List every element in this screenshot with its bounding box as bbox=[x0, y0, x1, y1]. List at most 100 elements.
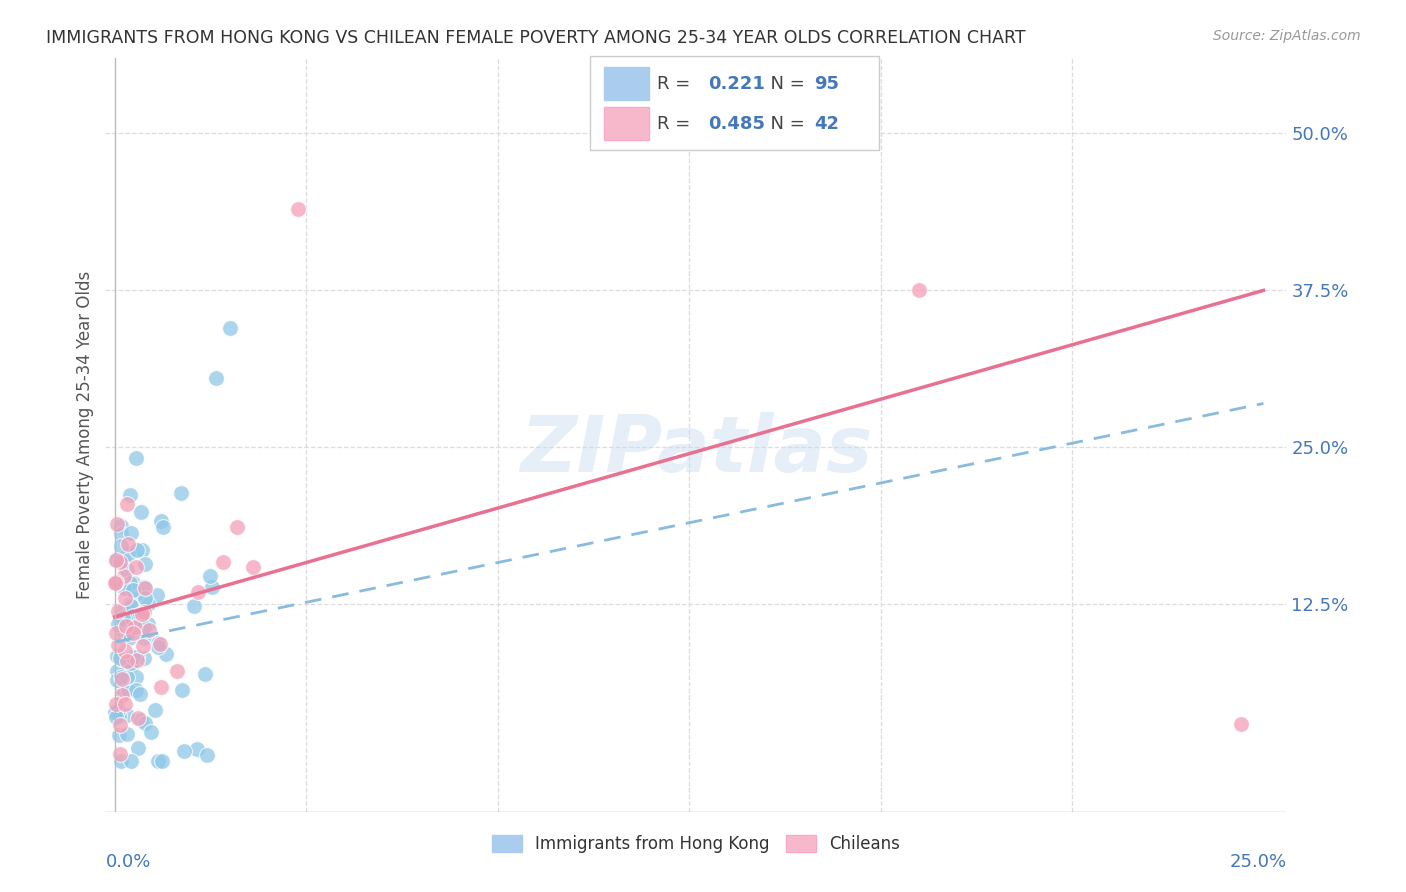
Point bbox=[124, 622, 146, 636]
Point bbox=[117, 627, 139, 641]
Point bbox=[105, 553, 128, 567]
Point bbox=[120, 755, 142, 769]
Y-axis label: Female Poverty Among 25-34 Year Olds: Female Poverty Among 25-34 Year Olds bbox=[76, 271, 94, 599]
Point bbox=[204, 371, 226, 385]
Text: ZIPatlas: ZIPatlas bbox=[520, 412, 872, 488]
Point bbox=[105, 664, 128, 678]
Point bbox=[149, 637, 172, 651]
Point bbox=[121, 599, 143, 613]
Point bbox=[173, 744, 195, 758]
Text: 95: 95 bbox=[814, 75, 839, 93]
Point bbox=[117, 727, 139, 741]
Legend: Immigrants from Hong Kong, Chileans: Immigrants from Hong Kong, Chileans bbox=[485, 829, 907, 860]
Point bbox=[150, 755, 173, 769]
Point bbox=[122, 621, 145, 635]
Text: 42: 42 bbox=[814, 114, 839, 133]
Point bbox=[187, 585, 209, 599]
Point bbox=[117, 537, 139, 551]
Point bbox=[105, 710, 128, 724]
Point bbox=[218, 321, 240, 335]
Point bbox=[136, 597, 159, 611]
Point bbox=[125, 683, 148, 698]
Point bbox=[122, 575, 145, 590]
Point bbox=[114, 591, 136, 606]
Point bbox=[149, 680, 172, 694]
Point bbox=[105, 649, 128, 664]
Point bbox=[172, 683, 194, 698]
Point bbox=[134, 591, 156, 605]
Point bbox=[132, 650, 155, 665]
Point bbox=[125, 669, 148, 683]
Point bbox=[134, 581, 156, 595]
Point bbox=[118, 488, 141, 502]
Point bbox=[127, 649, 149, 664]
Point bbox=[129, 687, 152, 701]
Point bbox=[115, 621, 138, 635]
Point bbox=[112, 614, 135, 628]
FancyBboxPatch shape bbox=[589, 55, 879, 150]
Point bbox=[125, 560, 148, 574]
Point bbox=[129, 505, 152, 519]
Point bbox=[105, 574, 128, 589]
Point bbox=[242, 559, 264, 574]
Text: R =: R = bbox=[657, 75, 702, 93]
Point bbox=[122, 626, 145, 640]
Point bbox=[105, 625, 128, 640]
Point bbox=[114, 697, 136, 711]
Point bbox=[117, 683, 139, 698]
Text: 0.221: 0.221 bbox=[707, 75, 765, 93]
Point bbox=[186, 742, 208, 756]
Point bbox=[152, 520, 174, 534]
Point bbox=[104, 576, 127, 591]
Point bbox=[134, 580, 156, 594]
Point bbox=[125, 451, 148, 466]
Point bbox=[136, 616, 159, 631]
Point bbox=[198, 569, 221, 583]
Point bbox=[138, 624, 160, 638]
Text: IMMIGRANTS FROM HONG KONG VS CHILEAN FEMALE POVERTY AMONG 25-34 YEAR OLDS CORREL: IMMIGRANTS FROM HONG KONG VS CHILEAN FEM… bbox=[46, 29, 1026, 46]
Point bbox=[120, 656, 142, 670]
Point bbox=[127, 542, 149, 557]
Point bbox=[115, 581, 138, 595]
Text: R =: R = bbox=[657, 114, 702, 133]
Point bbox=[104, 552, 127, 566]
Point bbox=[107, 703, 129, 717]
Point bbox=[120, 526, 142, 541]
Point bbox=[132, 631, 155, 645]
Point bbox=[110, 527, 132, 541]
Point bbox=[129, 607, 152, 621]
Point bbox=[148, 636, 170, 650]
Point bbox=[112, 581, 135, 595]
Point bbox=[112, 631, 135, 645]
Point bbox=[166, 664, 188, 678]
Point bbox=[110, 652, 132, 666]
Text: Source: ZipAtlas.com: Source: ZipAtlas.com bbox=[1213, 29, 1361, 43]
Point bbox=[120, 597, 142, 611]
Point bbox=[1229, 716, 1251, 731]
Point bbox=[104, 706, 127, 720]
Point bbox=[104, 575, 127, 590]
FancyBboxPatch shape bbox=[603, 107, 648, 140]
Point bbox=[122, 650, 145, 665]
Point bbox=[146, 640, 169, 654]
Point bbox=[117, 620, 139, 634]
Point bbox=[107, 604, 129, 618]
Point bbox=[125, 653, 148, 667]
Point bbox=[108, 650, 131, 665]
Point bbox=[155, 648, 177, 662]
Point bbox=[108, 747, 131, 761]
Point bbox=[108, 728, 131, 742]
Point bbox=[117, 562, 139, 576]
FancyBboxPatch shape bbox=[603, 67, 648, 100]
Point bbox=[111, 688, 134, 702]
Point bbox=[117, 654, 139, 668]
Point bbox=[212, 555, 235, 569]
Point bbox=[170, 486, 193, 500]
Point bbox=[146, 588, 169, 602]
Point bbox=[112, 624, 135, 639]
Point bbox=[146, 755, 169, 769]
Point bbox=[108, 709, 131, 723]
Point bbox=[110, 755, 132, 769]
Point bbox=[124, 620, 146, 634]
Point bbox=[107, 638, 129, 652]
